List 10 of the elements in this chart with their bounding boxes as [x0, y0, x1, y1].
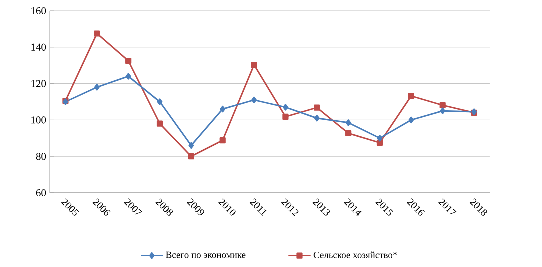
y-tick-label: 100 — [32, 116, 46, 124]
x-tick-label: 2017 — [438, 198, 457, 215]
y-tick-label: 80 — [36, 153, 46, 160]
y-tick-label: 60 — [36, 189, 46, 197]
legend-label: Сельское хозяйство* — [314, 252, 398, 258]
y-tick-label: 140 — [32, 44, 46, 51]
y-tick-label: 160 — [32, 7, 46, 15]
legend-label: Всего по экономике — [166, 252, 246, 258]
x-tick-label: 2007 — [124, 198, 142, 215]
y-tick-label: 120 — [32, 80, 46, 88]
